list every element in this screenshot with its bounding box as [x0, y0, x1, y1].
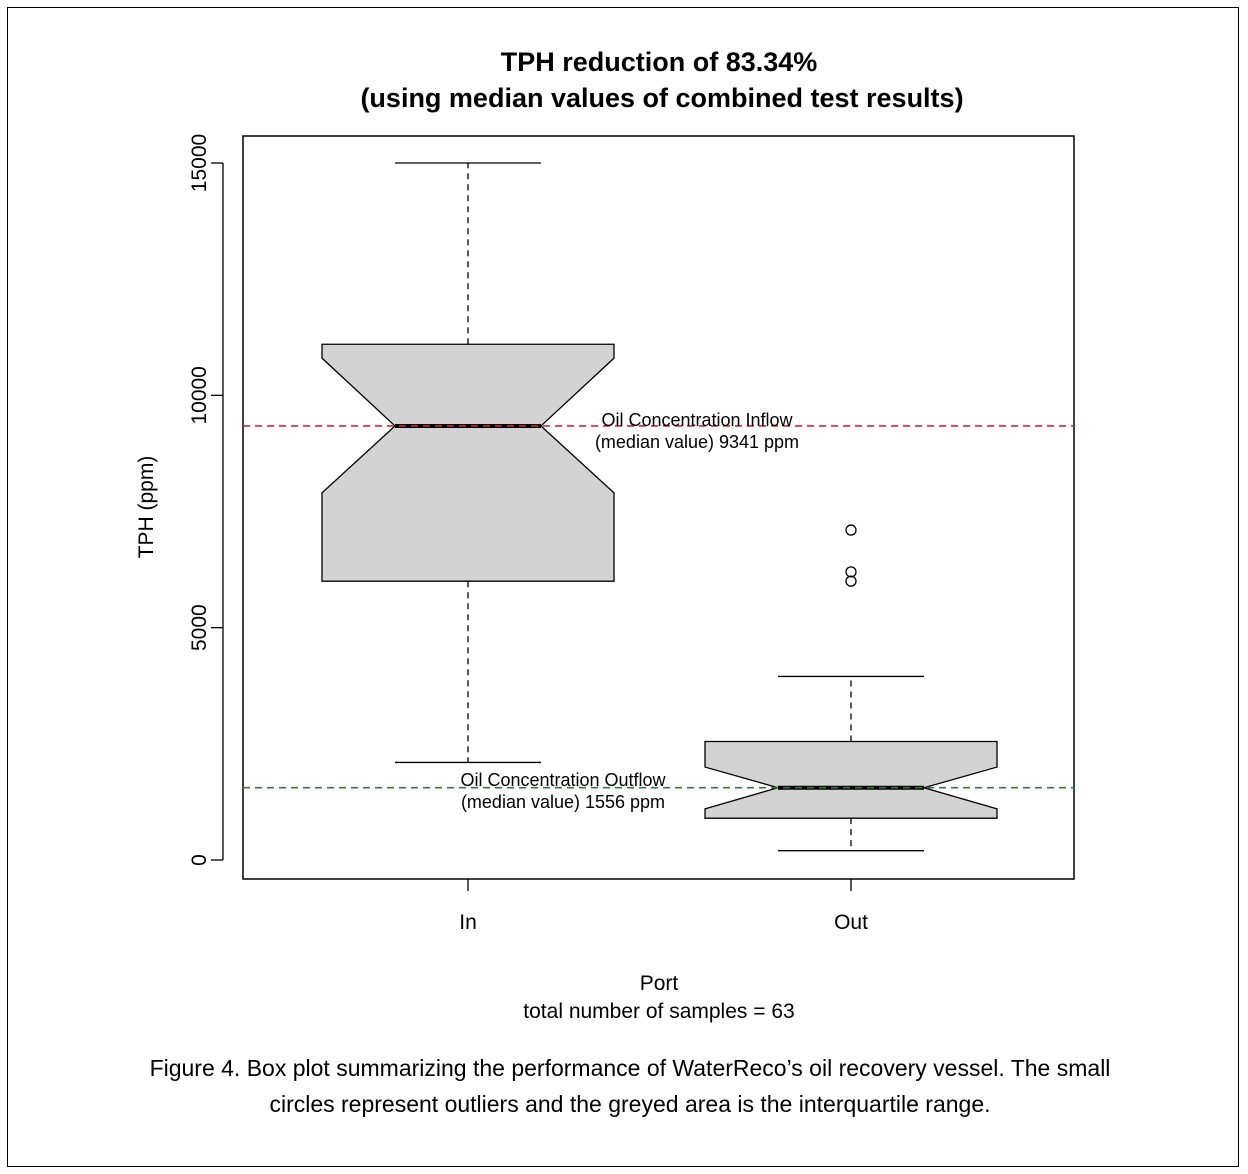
reference-label-line: Oil Concentration Outflow: [460, 770, 666, 790]
reference-label-line: (median value) 1556 ppm: [461, 792, 665, 812]
reference-lines: [243, 425, 1074, 789]
chart-title-line-1: TPH reduction of 83.34%: [501, 47, 818, 77]
annotations: Oil Concentration Inflow(median value) 9…: [460, 410, 799, 812]
y-tick-label: 10000: [188, 366, 211, 424]
outlier-point: [845, 566, 857, 578]
y-tick-label: 5000: [188, 604, 211, 651]
notched-box: [704, 740, 998, 819]
boxes-group: [321, 162, 998, 852]
y-axis: 0 5000 10000 15000: [188, 134, 224, 866]
figure-caption: Figure 4. Box plot summarizing the perfo…: [40, 1050, 1220, 1122]
reference-label-line: Oil Concentration Inflow: [601, 410, 793, 430]
y-axis-label: TPH (ppm): [135, 456, 158, 559]
figure-frame: [7, 7, 1239, 1167]
notched-box: [321, 343, 615, 582]
plot-area-border: [242, 135, 1075, 880]
x-axis-label: Port: [640, 972, 679, 995]
box-out: [704, 524, 998, 852]
box-in: [321, 162, 615, 764]
y-tick-label: 15000: [188, 134, 211, 192]
caption-line-2: circles represent outliers and the greye…: [269, 1091, 991, 1117]
reference-label-line: (median value) 9341 ppm: [595, 432, 799, 452]
box-plot-chart: TPH reduction of 83.34% (using median va…: [135, 47, 1075, 1023]
chart-title-line-2: (using median values of combined test re…: [360, 83, 963, 113]
caption-line-1: Figure 4. Box plot summarizing the perfo…: [149, 1055, 1111, 1081]
x-tick-label: Out: [834, 911, 868, 934]
x-axis: In Out: [459, 879, 868, 934]
y-tick-label: 0: [188, 854, 211, 866]
outlier-point: [845, 575, 857, 587]
outlier-point: [845, 524, 857, 536]
x-axis-sublabel: total number of samples = 63: [523, 1000, 794, 1023]
x-tick-label: In: [459, 911, 477, 934]
